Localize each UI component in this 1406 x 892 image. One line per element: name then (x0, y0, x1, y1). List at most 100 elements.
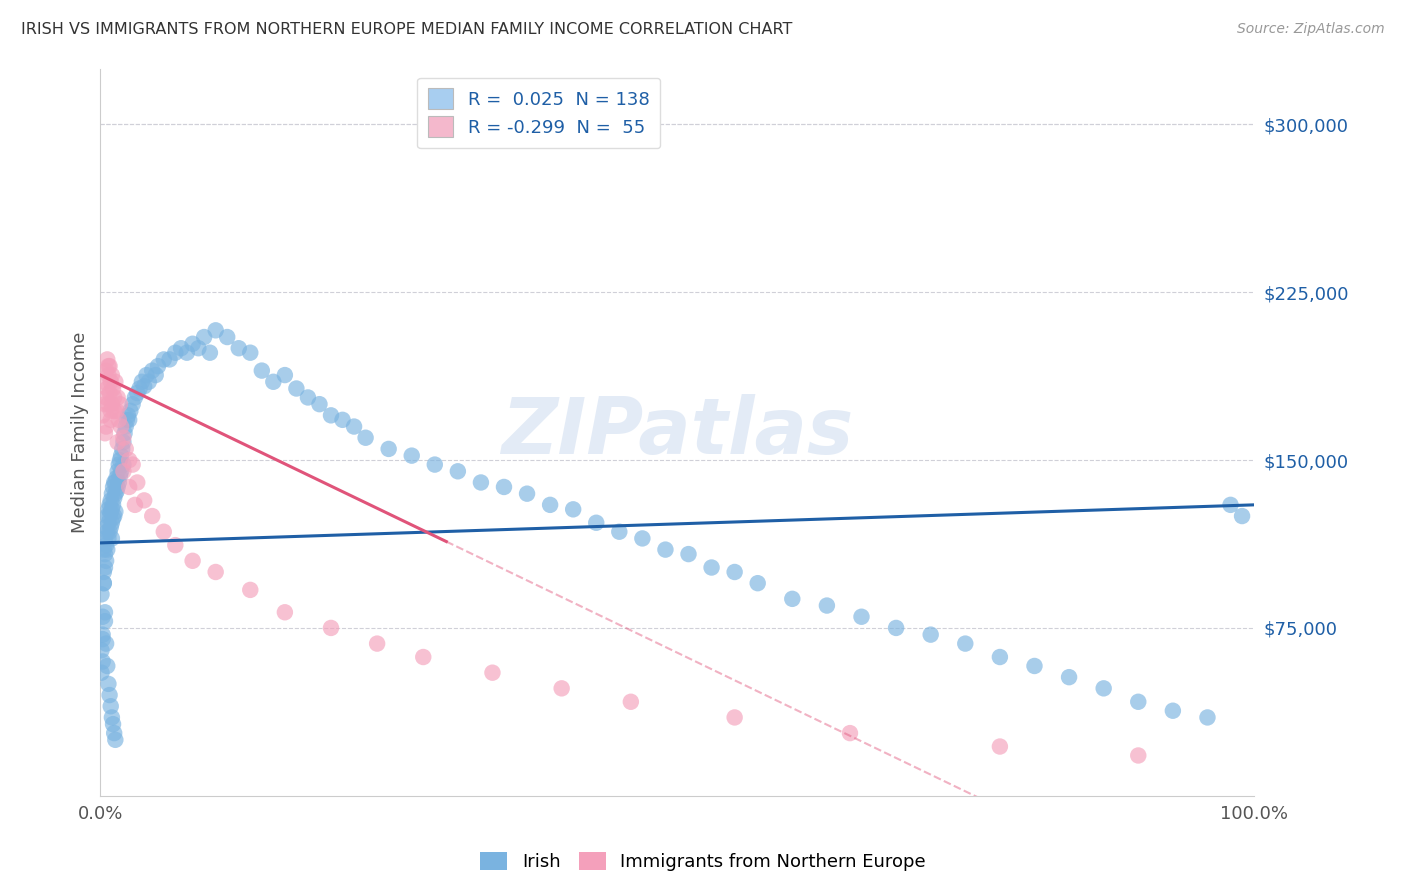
Point (101, 480, 124, 494)
Point (103, 726, 125, 740)
Point (91, 632, 114, 647)
Point (101, 486, 124, 500)
Point (1024, 659, 1046, 673)
Point (127, 475, 149, 490)
Point (112, 431, 135, 445)
Point (96, 659, 118, 673)
Point (114, 419, 136, 434)
Point (97, 516, 120, 530)
Point (120, 404, 142, 418)
Point (97, 359, 120, 373)
Point (101, 516, 124, 530)
Point (447, 464, 470, 478)
Point (134, 493, 156, 508)
Point (96, 509, 118, 524)
Point (1057, 670, 1080, 684)
Point (377, 442, 399, 456)
Point (319, 621, 342, 635)
Point (366, 637, 388, 651)
Point (678, 547, 700, 561)
Point (131, 375, 153, 389)
Point (250, 363, 273, 377)
Point (159, 352, 181, 367)
Point (91, 609, 114, 624)
Point (165, 345, 187, 359)
Point (124, 391, 146, 405)
Point (884, 621, 907, 635)
Point (562, 502, 585, 516)
Point (217, 330, 239, 344)
Point (110, 464, 132, 478)
Point (135, 368, 157, 382)
Point (492, 480, 515, 494)
Point (101, 511, 124, 525)
Point (550, 681, 572, 696)
Text: ZIPatlas: ZIPatlas (501, 394, 853, 470)
Point (839, 726, 862, 740)
Point (115, 413, 138, 427)
Legend: R =  0.025  N = 138, R = -0.299  N =  55: R = 0.025 N = 138, R = -0.299 N = 55 (418, 78, 661, 148)
Point (239, 582, 262, 597)
Point (134, 379, 156, 393)
Point (107, 458, 129, 472)
Point (920, 627, 942, 641)
Point (117, 409, 139, 423)
Point (100, 375, 122, 389)
Point (90, 665, 112, 680)
Point (1219, 498, 1241, 512)
Point (118, 453, 141, 467)
Point (1128, 748, 1150, 763)
Point (141, 363, 163, 377)
Point (146, 359, 169, 373)
Point (101, 382, 124, 396)
Point (100, 493, 122, 508)
Point (93, 576, 115, 591)
Point (181, 554, 204, 568)
Point (815, 599, 838, 613)
Point (262, 375, 284, 389)
Point (103, 475, 125, 490)
Point (94, 554, 117, 568)
Point (96, 542, 118, 557)
Point (193, 330, 215, 344)
Point (297, 391, 319, 405)
Point (114, 442, 136, 456)
Point (538, 498, 561, 512)
Point (94, 419, 117, 434)
Point (782, 591, 804, 606)
Point (101, 397, 124, 411)
Point (170, 341, 193, 355)
Point (181, 336, 204, 351)
Point (101, 710, 124, 724)
Point (100, 404, 122, 418)
Point (112, 435, 135, 450)
Point (516, 486, 538, 500)
Point (239, 345, 262, 359)
Point (97, 677, 120, 691)
Point (118, 480, 141, 494)
Point (412, 650, 434, 665)
Point (107, 464, 129, 478)
Point (110, 449, 132, 463)
Point (107, 413, 129, 427)
Point (274, 605, 297, 619)
Point (607, 524, 630, 539)
Point (988, 650, 1011, 665)
Point (103, 509, 125, 524)
Point (101, 532, 124, 546)
Point (96, 524, 118, 539)
Point (138, 375, 160, 389)
Point (96, 352, 118, 367)
Point (620, 695, 643, 709)
Point (470, 475, 492, 490)
Point (481, 665, 503, 680)
Point (700, 560, 723, 574)
Point (145, 368, 167, 382)
Point (1092, 681, 1115, 696)
Point (93, 576, 115, 591)
Point (1230, 509, 1253, 524)
Point (141, 509, 163, 524)
Point (343, 419, 366, 434)
Point (127, 386, 149, 401)
Point (105, 471, 128, 485)
